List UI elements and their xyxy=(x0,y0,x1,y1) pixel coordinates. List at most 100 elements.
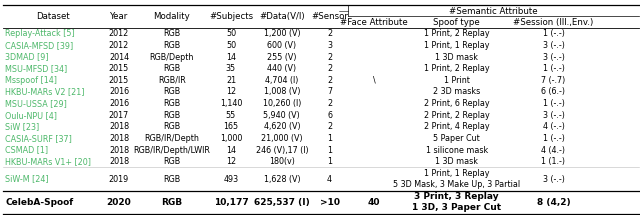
Text: 4 (-.-): 4 (-.-) xyxy=(543,122,564,131)
Text: \: \ xyxy=(372,76,376,85)
Text: 3 Print, 3 Replay
1 3D, 3 Paper Cut: 3 Print, 3 Replay 1 3D, 3 Paper Cut xyxy=(412,192,501,212)
Text: 3: 3 xyxy=(327,41,332,50)
Text: 1 (-.-): 1 (-.-) xyxy=(543,64,564,73)
Text: 2 Print, 6 Replay: 2 Print, 6 Replay xyxy=(424,99,490,108)
Text: 1 Print: 1 Print xyxy=(444,76,470,85)
Text: 10,260 (I): 10,260 (I) xyxy=(262,99,301,108)
Text: RGB: RGB xyxy=(163,29,180,38)
Text: 1: 1 xyxy=(327,157,332,166)
Text: RGB/IR/Depth: RGB/IR/Depth xyxy=(145,134,199,143)
Text: 6 (6.-): 6 (6.-) xyxy=(541,87,566,96)
Text: 2020: 2020 xyxy=(107,198,131,207)
Text: 1 (-.-): 1 (-.-) xyxy=(543,99,564,108)
Text: 1,140: 1,140 xyxy=(220,99,242,108)
Text: 4 (4.-): 4 (4.-) xyxy=(541,146,566,155)
Text: 21: 21 xyxy=(226,76,236,85)
Text: 2 Print, 4 Replay: 2 Print, 4 Replay xyxy=(424,122,490,131)
Text: 6: 6 xyxy=(327,111,332,120)
Text: SiW-M [24]: SiW-M [24] xyxy=(5,175,49,184)
Text: Oulu-NPU [4]: Oulu-NPU [4] xyxy=(5,111,57,120)
Text: 1 Print, 2 Replay: 1 Print, 2 Replay xyxy=(424,64,490,73)
Text: 1 3D mask: 1 3D mask xyxy=(435,157,478,166)
Text: Msspoof [14]: Msspoof [14] xyxy=(5,76,57,85)
Text: 493: 493 xyxy=(223,175,239,184)
Text: 7: 7 xyxy=(327,87,332,96)
Text: 3 (-.-): 3 (-.-) xyxy=(543,111,564,120)
Text: 50: 50 xyxy=(226,29,236,38)
Text: 7 (-.7): 7 (-.7) xyxy=(541,76,566,85)
Text: #Face Attribute: #Face Attribute xyxy=(340,18,408,27)
Text: Replay-Attack [5]: Replay-Attack [5] xyxy=(5,29,75,38)
Text: RGB/IR: RGB/IR xyxy=(158,76,186,85)
Text: #Data(V/I): #Data(V/I) xyxy=(259,12,305,21)
Text: 40: 40 xyxy=(368,198,380,207)
Text: 1 Print, 1 Replay
5 3D Mask, 3 Make Up, 3 Partial: 1 Print, 1 Replay 5 3D Mask, 3 Make Up, … xyxy=(393,169,520,189)
Text: 1,628 (V): 1,628 (V) xyxy=(264,175,300,184)
Text: 600 (V): 600 (V) xyxy=(268,41,296,50)
Text: 3DMAD [9]: 3DMAD [9] xyxy=(5,52,49,61)
Text: 5 Paper Cut: 5 Paper Cut xyxy=(433,134,480,143)
Text: Dataset: Dataset xyxy=(36,12,70,21)
Text: 165: 165 xyxy=(223,122,239,131)
Text: 55: 55 xyxy=(226,111,236,120)
Text: 2012: 2012 xyxy=(109,41,129,50)
Text: 1: 1 xyxy=(327,134,332,143)
Text: Spoof type: Spoof type xyxy=(433,18,480,27)
Text: CASIA-MFSD [39]: CASIA-MFSD [39] xyxy=(5,41,74,50)
Text: 3 (-.-): 3 (-.-) xyxy=(543,52,564,61)
Text: 14: 14 xyxy=(226,52,236,61)
Text: 4,704 (I): 4,704 (I) xyxy=(265,76,298,85)
Text: Modality: Modality xyxy=(154,12,190,21)
Text: 2: 2 xyxy=(327,99,332,108)
Text: RGB: RGB xyxy=(163,122,180,131)
Text: RGB: RGB xyxy=(163,87,180,96)
Text: RGB: RGB xyxy=(161,198,182,207)
Text: RGB: RGB xyxy=(163,111,180,120)
Text: MSU-USSA [29]: MSU-USSA [29] xyxy=(5,99,67,108)
Text: RGB/IR/Depth/LWIR: RGB/IR/Depth/LWIR xyxy=(133,146,210,155)
Text: >10: >10 xyxy=(319,198,340,207)
Text: 2019: 2019 xyxy=(109,175,129,184)
Text: 2016: 2016 xyxy=(109,87,129,96)
Text: #Subjects: #Subjects xyxy=(209,12,253,21)
Text: 2015: 2015 xyxy=(109,64,129,73)
Text: CASIA-SURF [37]: CASIA-SURF [37] xyxy=(5,134,72,143)
Text: 2 Print, 2 Replay: 2 Print, 2 Replay xyxy=(424,111,490,120)
Text: CSMAD [1]: CSMAD [1] xyxy=(5,146,48,155)
Text: 246 (V),17 (I): 246 (V),17 (I) xyxy=(255,146,308,155)
Text: 1,008 (V): 1,008 (V) xyxy=(264,87,300,96)
Text: 12: 12 xyxy=(226,87,236,96)
Text: 10,177: 10,177 xyxy=(214,198,248,207)
Text: 2012: 2012 xyxy=(109,29,129,38)
Text: 35: 35 xyxy=(226,64,236,73)
Text: #Semantic Attribute: #Semantic Attribute xyxy=(449,6,538,15)
Text: RGB: RGB xyxy=(163,157,180,166)
Text: 2018: 2018 xyxy=(109,134,129,143)
Text: 1 3D mask: 1 3D mask xyxy=(435,52,478,61)
Text: Year: Year xyxy=(110,12,128,21)
Text: 1,000: 1,000 xyxy=(220,134,242,143)
Text: 3 (-.-): 3 (-.-) xyxy=(543,41,564,50)
Text: CelebA-Spoof: CelebA-Spoof xyxy=(5,198,74,207)
Text: 4,620 (V): 4,620 (V) xyxy=(264,122,300,131)
Text: 2: 2 xyxy=(327,122,332,131)
Text: 2014: 2014 xyxy=(109,52,129,61)
Text: 1 (-.-): 1 (-.-) xyxy=(543,134,564,143)
Text: RGB: RGB xyxy=(163,64,180,73)
Text: 2: 2 xyxy=(327,52,332,61)
Text: 2018: 2018 xyxy=(109,122,129,131)
Text: 2: 2 xyxy=(327,64,332,73)
Text: 21,000 (V): 21,000 (V) xyxy=(261,134,303,143)
Text: RGB/Depth: RGB/Depth xyxy=(150,52,194,61)
Text: SiW [23]: SiW [23] xyxy=(5,122,40,131)
Text: RGB: RGB xyxy=(163,99,180,108)
Text: RGB: RGB xyxy=(163,41,180,50)
Text: 8 (4,2): 8 (4,2) xyxy=(537,198,570,207)
Text: 2 3D masks: 2 3D masks xyxy=(433,87,481,96)
Text: 12: 12 xyxy=(226,157,236,166)
Text: HKBU-MARs V1+ [20]: HKBU-MARs V1+ [20] xyxy=(5,157,91,166)
Text: 255 (V): 255 (V) xyxy=(267,52,296,61)
Text: 1 silicone mask: 1 silicone mask xyxy=(426,146,488,155)
Text: 2018: 2018 xyxy=(109,146,129,155)
Text: 1,200 (V): 1,200 (V) xyxy=(264,29,300,38)
